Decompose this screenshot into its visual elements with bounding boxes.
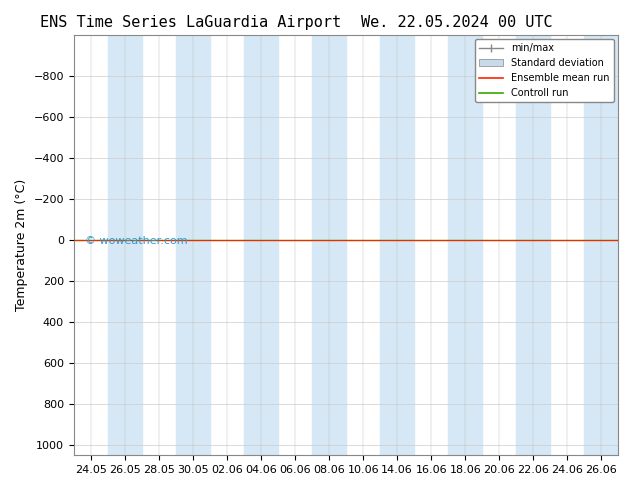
Bar bbox=[380, 35, 414, 455]
Legend: min/max, Standard deviation, Ensemble mean run, Controll run: min/max, Standard deviation, Ensemble me… bbox=[476, 40, 614, 102]
Text: © woweather.com: © woweather.com bbox=[85, 236, 187, 245]
Bar bbox=[176, 35, 210, 455]
Y-axis label: Temperature 2m (°C): Temperature 2m (°C) bbox=[15, 179, 28, 311]
Bar bbox=[312, 35, 346, 455]
Text: We. 22.05.2024 00 UTC: We. 22.05.2024 00 UTC bbox=[361, 15, 552, 30]
Bar bbox=[108, 35, 142, 455]
Bar bbox=[516, 35, 550, 455]
Bar bbox=[585, 35, 619, 455]
Bar bbox=[448, 35, 482, 455]
Bar bbox=[244, 35, 278, 455]
Text: ENS Time Series LaGuardia Airport: ENS Time Series LaGuardia Airport bbox=[40, 15, 340, 30]
